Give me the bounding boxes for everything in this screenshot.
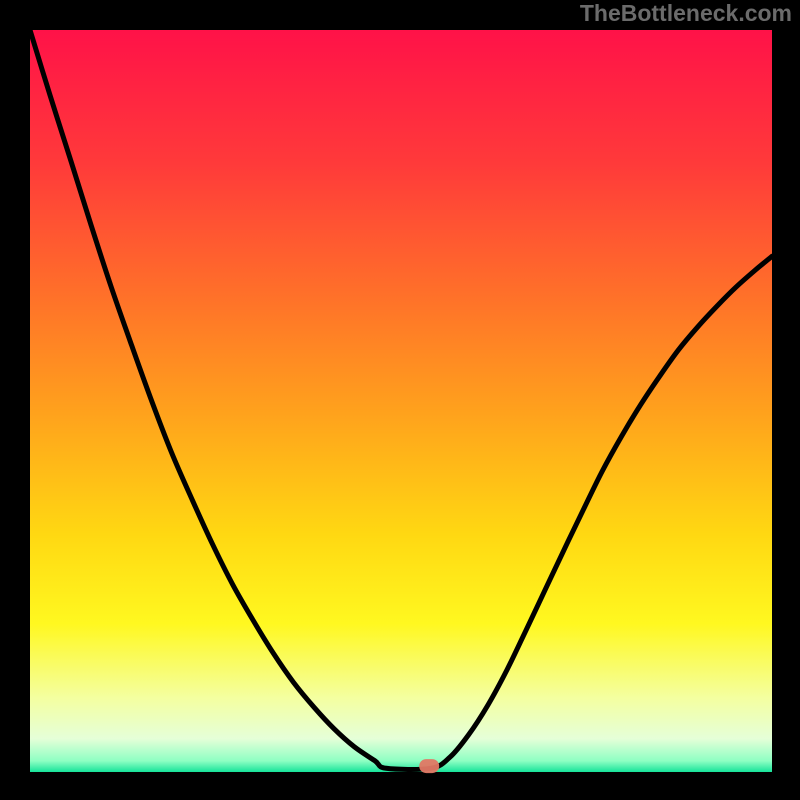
watermark-text: TheBottleneck.com — [580, 0, 792, 27]
chart-svg — [0, 0, 800, 800]
chart-stage: TheBottleneck.com — [0, 0, 800, 800]
plot-background — [30, 30, 772, 772]
optimum-marker — [419, 759, 439, 773]
